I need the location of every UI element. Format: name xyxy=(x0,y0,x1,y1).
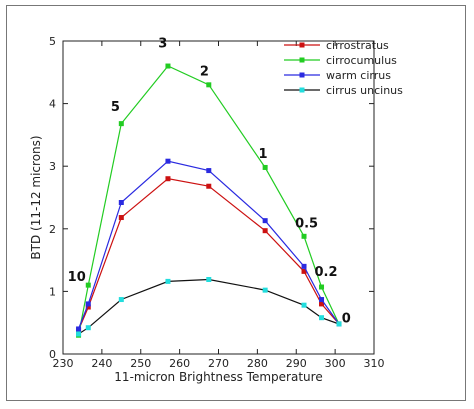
y-tick-label: 1 xyxy=(49,285,56,298)
x-tick-label: 270 xyxy=(208,357,229,370)
data-point-cirrostratus xyxy=(85,304,91,310)
series-line-cirrostratus xyxy=(77,178,340,331)
data-point-cirrostratus xyxy=(301,268,307,274)
figure-frame xyxy=(6,5,466,401)
y-tick-label: 4 xyxy=(49,98,56,111)
annotation-label: 5 xyxy=(111,100,120,115)
data-point-cirrostratus xyxy=(165,176,171,182)
data-point-cirrocumulus xyxy=(319,284,325,290)
data-point-cirrus-uncinus xyxy=(262,287,268,293)
annotation-label: 2 xyxy=(200,64,209,79)
data-point-cirrostratus xyxy=(319,301,325,307)
legend-label-cirrocumulus: cirrocumulus xyxy=(326,54,397,67)
x-axis-title: 11-micron Brightness Temperature xyxy=(114,370,322,384)
data-point-warm-cirrus xyxy=(76,326,82,332)
data-point-warm-cirrus xyxy=(118,200,124,206)
data-point-warm-cirrus xyxy=(301,263,307,269)
y-axis-title: BTD (11-12 microns) xyxy=(29,135,43,259)
series-group xyxy=(76,63,342,338)
axes: 230 240 250 260 270 280 290 300 31001234511-micr… xyxy=(29,35,385,384)
annotation-label: 0.2 xyxy=(315,265,338,280)
legend-label-warm-cirrus: warm cirrus xyxy=(326,69,391,82)
annotation-label: 1 xyxy=(259,147,268,162)
data-point-cirrocumulus xyxy=(165,63,171,69)
data-point-warm-cirrus xyxy=(319,297,325,303)
annotation-label: 0.5 xyxy=(295,217,318,232)
data-point-cirrocumulus xyxy=(301,233,307,239)
data-point-cirrus-uncinus xyxy=(301,302,307,308)
data-point-cirrus-uncinus xyxy=(165,278,171,284)
data-point-cirrocumulus xyxy=(118,121,124,127)
y-tick-label: 0 xyxy=(49,348,56,361)
data-point-cirrostratus xyxy=(262,228,268,234)
y-tick-label: 5 xyxy=(49,35,56,48)
annotation-label: 0 xyxy=(342,312,351,327)
x-tick-label: 230 xyxy=(53,357,74,370)
data-point-warm-cirrus xyxy=(206,168,212,174)
x-tick-label: 310 xyxy=(364,357,385,370)
data-point-cirrus-uncinus xyxy=(76,331,82,337)
y-tick-label: 2 xyxy=(49,223,56,236)
data-point-cirrus-uncinus xyxy=(336,321,342,327)
data-point-cirrocumulus xyxy=(85,282,91,288)
x-tick-label: 300 xyxy=(325,357,346,370)
data-point-cirrus-uncinus xyxy=(206,277,212,283)
legend-marker-cirrostratus xyxy=(299,42,305,48)
legend-label-cirrostratus: cirrostratus xyxy=(326,39,389,52)
annotation-label: 10 xyxy=(68,270,86,285)
data-point-warm-cirrus xyxy=(85,301,91,307)
data-point-cirrus-uncinus xyxy=(319,315,325,321)
legend-marker-cirrocumulus xyxy=(299,57,305,63)
legend-label-cirrus-uncinus: cirrus uncinus xyxy=(326,84,403,97)
y-tick-label: 3 xyxy=(49,160,56,173)
legend: cirrostratus cirrocumulus warm cirrus cirru… xyxy=(284,39,403,97)
data-point-warm-cirrus xyxy=(165,158,171,164)
x-tick-label: 250 xyxy=(130,357,151,370)
data-point-warm-cirrus xyxy=(262,218,268,224)
data-point-cirrus-uncinus xyxy=(118,297,124,303)
annotations: 10 5 3 2 1 0.5 0.2 0 xyxy=(68,36,351,326)
data-point-cirrocumulus xyxy=(206,82,212,88)
annotation-label: 3 xyxy=(158,36,167,51)
x-tick-label: 260 xyxy=(169,357,190,370)
x-tick-label: 280 xyxy=(247,357,268,370)
data-point-cirrocumulus xyxy=(262,164,268,170)
legend-marker-cirrus-uncinus xyxy=(299,87,305,93)
data-point-cirrostratus xyxy=(118,215,124,221)
x-tick-label: 240 xyxy=(91,357,112,370)
legend-marker-warm-cirrus xyxy=(299,72,305,78)
data-point-cirrus-uncinus xyxy=(85,325,91,331)
data-point-cirrostratus xyxy=(206,183,212,189)
series-line-cirrus-uncinus xyxy=(78,278,340,335)
x-tick-label: 290 xyxy=(286,357,307,370)
